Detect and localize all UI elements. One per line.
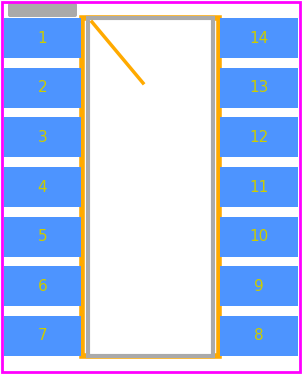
Text: 10: 10 [249,229,268,244]
Bar [220,117,298,157]
Bar [4,68,81,108]
Bar [220,316,298,356]
Text: 14: 14 [249,31,268,46]
Bar [88,18,213,356]
Bar [4,117,81,157]
Bar [220,68,298,108]
Bar [220,266,298,306]
Text: 13: 13 [249,80,269,95]
Bar [82,18,219,356]
Text: 12: 12 [249,130,268,145]
Text: 6: 6 [38,279,47,294]
Bar [4,167,81,207]
Bar [220,217,298,257]
Text: 3: 3 [38,130,47,145]
Bar [4,217,81,257]
FancyBboxPatch shape [8,3,77,17]
Text: 8: 8 [254,328,264,343]
Text: 11: 11 [249,180,268,194]
Bar [4,316,81,356]
Text: 1: 1 [38,31,47,46]
Bar [4,18,81,58]
Bar [4,266,81,306]
Text: 2: 2 [38,80,47,95]
Text: 5: 5 [38,229,47,244]
Text: 4: 4 [38,180,47,194]
Bar [220,167,298,207]
Text: 7: 7 [38,328,47,343]
Bar [220,18,298,58]
Text: 9: 9 [254,279,264,294]
